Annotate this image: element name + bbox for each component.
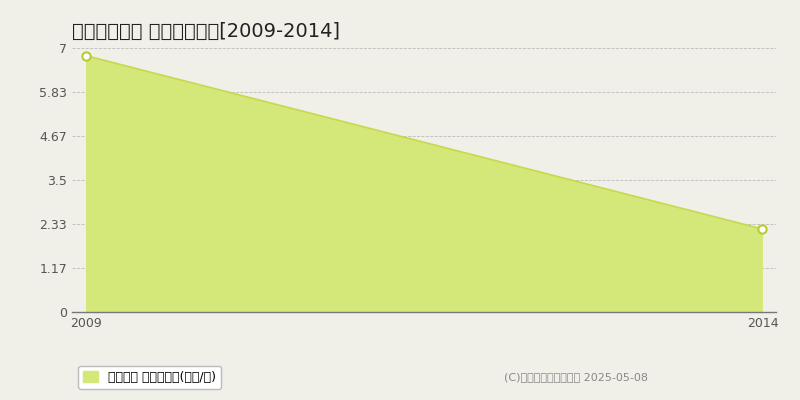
Text: (C)土地価格ドットコム 2025-05-08: (C)土地価格ドットコム 2025-05-08 [504, 372, 648, 382]
Legend: 土地価格 平均坪単価(万円/坪): 土地価格 平均坪単価(万円/坪) [78, 366, 222, 389]
Text: 加東市東古瀬 土地価格推移[2009-2014]: 加東市東古瀬 土地価格推移[2009-2014] [72, 22, 340, 41]
